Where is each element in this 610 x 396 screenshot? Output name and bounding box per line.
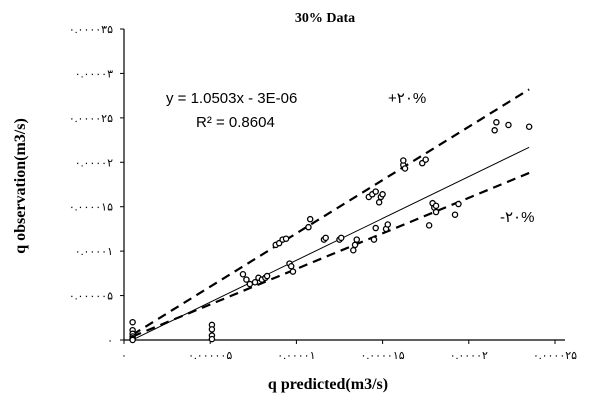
data-point xyxy=(263,272,271,280)
data-point xyxy=(289,268,297,275)
data-point xyxy=(432,208,440,216)
trend-line xyxy=(132,146,530,341)
y-tick-label: ۰.۰۰۰۰۲ xyxy=(75,157,113,169)
data-point xyxy=(239,270,247,278)
data-point xyxy=(372,224,379,232)
data-point xyxy=(129,336,136,344)
x-tick-label: ۰.۰۰۰۰۰۵ xyxy=(188,350,232,362)
data-point xyxy=(384,221,392,228)
lower-band-line xyxy=(132,171,530,338)
y-axis-title: q observation(m3/s) xyxy=(12,118,29,254)
data-point xyxy=(350,247,357,254)
data-point xyxy=(353,236,360,243)
data-point xyxy=(400,157,407,164)
data-point xyxy=(351,241,359,249)
data-point xyxy=(251,278,259,286)
data-point xyxy=(422,156,429,163)
lower-band-label: -۲۰% xyxy=(500,209,534,226)
data-point xyxy=(451,211,459,218)
data-point xyxy=(425,222,433,229)
data-point xyxy=(243,276,250,283)
x-axis-title: q predicted(m3/s) xyxy=(268,376,388,393)
axes xyxy=(123,29,565,341)
y-tick-label: ۰.۰۰۰۰۳ xyxy=(75,68,113,80)
data-point xyxy=(208,335,216,343)
trend-equation: y = 1.0503x - 3E-06 xyxy=(166,90,297,107)
x-tick-label: ۰.۰۰۰۰۲۵ xyxy=(533,350,577,362)
data-points xyxy=(129,119,533,344)
data-point xyxy=(282,235,290,242)
x-tick-label: ۰.۰۰۰۰۱۵ xyxy=(361,350,405,362)
r-squared: R² = 0.8604 xyxy=(196,114,275,131)
y-tick-label: ۰ xyxy=(107,335,113,347)
data-point xyxy=(455,200,462,208)
data-point xyxy=(305,223,312,231)
x-tick-label: ۰.۰۰۰۰۲ xyxy=(450,350,488,362)
data-point xyxy=(306,215,314,223)
y-tick-label: ۰.۰۰۰۰۱ xyxy=(75,246,113,258)
data-point xyxy=(370,236,378,243)
data-point xyxy=(129,318,136,326)
fit-lines xyxy=(132,88,530,341)
data-point xyxy=(287,262,295,270)
upper-band-line xyxy=(132,88,530,336)
upper-band-label: +۲۰% xyxy=(388,90,426,107)
data-point xyxy=(372,188,379,195)
data-point xyxy=(525,123,533,130)
data-point xyxy=(491,127,498,134)
data-point xyxy=(493,119,500,126)
y-tick-label: ۰.۰۰۰۰۲۵ xyxy=(69,113,113,125)
y-tick-label: ۰.۰۰۰۰۰۵ xyxy=(69,291,113,303)
x-tick-label: ۰ xyxy=(121,350,127,362)
data-point xyxy=(505,121,512,129)
x-ticks: ۰ ۰.۰۰۰۰۰۵ ۰.۰۰۰۰۱ ۰.۰۰۰۰۱۵ ۰.۰۰۰۰۲ ۰.۰۰۰۰۲۵ xyxy=(121,340,577,362)
data-point xyxy=(208,326,216,333)
data-point xyxy=(401,165,409,172)
data-point xyxy=(379,191,386,198)
x-tick-label: ۰.۰۰۰۰۱ xyxy=(277,350,315,362)
y-tick-label: ۰.۰۰۰۰۱۵ xyxy=(69,202,113,214)
data-point xyxy=(322,234,329,242)
y-tick-label: ۰.۰۰۰۰۳۵ xyxy=(69,24,113,36)
data-point xyxy=(432,202,440,210)
data-point xyxy=(337,234,345,242)
y-ticks: ۰ ۰.۰۰۰۰۰۵ ۰.۰۰۰۰۱ ۰.۰۰۰۰۱۵ ۰.۰۰۰۰۲ ۰.۰۰۰۰۲۵ ۰… xyxy=(69,24,124,347)
chart-title: 30% Data xyxy=(295,11,355,26)
data-point xyxy=(246,280,254,288)
data-point xyxy=(375,199,383,206)
